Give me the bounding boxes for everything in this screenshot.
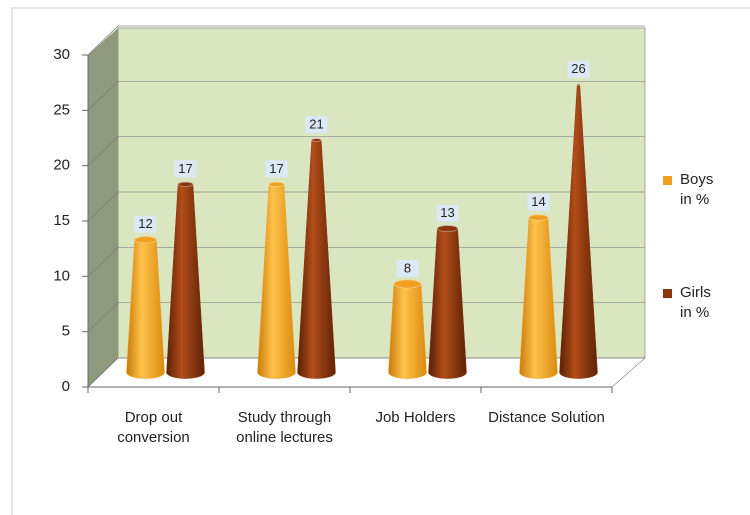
legend-label: Boys in % [680,171,714,208]
value-label: 13 [440,205,454,220]
cone-top [576,83,581,86]
y-tick-label: 25 [53,101,70,118]
grid-line [87,136,119,166]
cone-top [177,181,194,187]
grid-line [87,302,119,332]
value-label: 14 [531,194,545,209]
legend-label: Girls in % [680,284,711,321]
grid-line [87,191,119,222]
y-tick-label: 30 [53,46,70,63]
y-tick-label: 15 [53,212,70,229]
value-label-box [265,160,288,178]
cone [388,279,427,379]
x-tick-label: Distance Solution [488,409,605,426]
cone-top [393,279,422,289]
value-label: 12 [138,216,152,231]
grid-line [87,81,119,111]
x-tick-label: Study through online lectures [236,409,333,446]
value-label-box [396,259,419,277]
grid-line [87,247,119,277]
grid-line [87,357,119,388]
cone-top [134,236,157,244]
side-wall [88,28,118,387]
cone-top [268,181,285,187]
grid-line [87,25,119,56]
y-tick-label: 0 [62,378,70,395]
value-label-box [134,215,157,233]
cone-top [311,138,322,142]
cone-top [528,214,549,221]
cone-top [437,225,458,232]
value-label-box [305,116,328,134]
value-label-box [436,204,459,222]
y-tick-label: 5 [62,323,70,340]
legend-swatch [663,289,672,298]
value-label: 8 [404,260,411,275]
y-tick-label: 20 [53,157,70,174]
value-label-box [174,160,197,178]
value-label: 21 [309,117,323,132]
frame [11,7,750,515]
value-label: 17 [178,161,192,176]
legend-swatch [663,176,672,185]
value-label-box [527,193,550,211]
x-tick-label: Drop out conversion [117,409,190,446]
value-label: 26 [571,61,585,76]
value-label-box [567,60,590,78]
x-tick-label: Job Holders [375,409,456,426]
y-tick-label: 10 [53,267,70,284]
value-label: 17 [269,161,283,176]
